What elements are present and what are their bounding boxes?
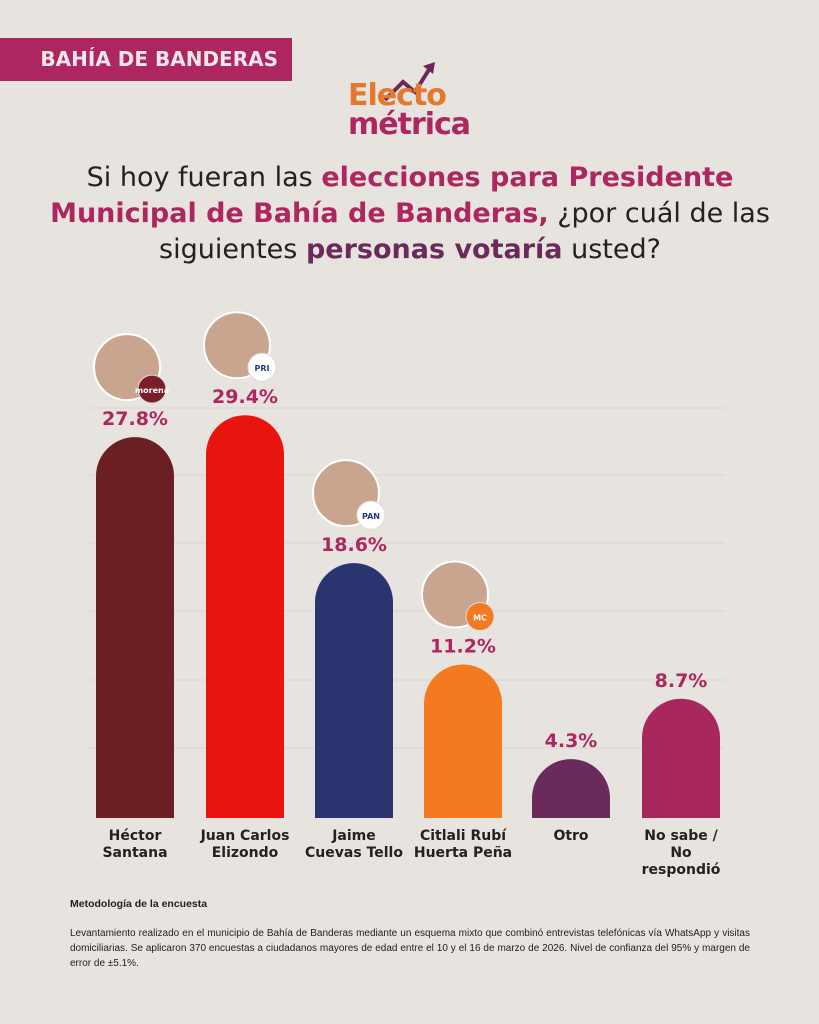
value-label: 8.7% xyxy=(655,670,708,692)
party-logo-icon xyxy=(356,500,386,530)
category-label: Citlali Rubí xyxy=(420,828,507,844)
value-label: 27.8% xyxy=(102,408,168,430)
party-logo-icon xyxy=(137,374,167,404)
question-highlight: elecciones para Presidente Municipal de … xyxy=(50,162,734,229)
bar xyxy=(96,437,174,818)
value-label: 18.6% xyxy=(321,534,387,556)
bar xyxy=(424,664,502,818)
bar xyxy=(315,563,393,818)
category-label: respondió xyxy=(642,862,721,878)
question-part: ¿por cuál de las siguientes xyxy=(159,198,770,265)
party-logo-icon xyxy=(247,352,277,382)
value-label: 11.2% xyxy=(430,636,496,658)
bar xyxy=(532,759,610,818)
value-label: 29.4% xyxy=(212,386,278,408)
category-label: Elizondo xyxy=(212,845,279,861)
category-label: Cuevas Tello xyxy=(305,845,403,861)
methodology-title: Metodología de la encuesta xyxy=(70,898,208,910)
category-label: Huerta Peña xyxy=(414,845,512,861)
question-part: Si hoy fueran las xyxy=(86,162,322,193)
bar xyxy=(206,415,284,818)
value-label: 4.3% xyxy=(545,730,598,752)
party-logo-text: PAN xyxy=(362,512,380,521)
category-label: Héctor xyxy=(109,828,162,844)
category-label: No xyxy=(670,845,692,861)
category-label: Juan Carlos xyxy=(200,828,290,844)
question-part: usted? xyxy=(562,234,661,265)
category-label: Santana xyxy=(102,845,167,861)
party-logo-icon xyxy=(465,602,495,632)
methodology-text: Levantamiento realizado en el municipio … xyxy=(70,928,750,969)
bar xyxy=(642,698,720,818)
party-logo-text: PRI xyxy=(255,364,270,373)
category-label: Jaime xyxy=(331,828,376,844)
region-banner: BAHÍA DE BANDERAS xyxy=(0,38,292,81)
methodology: Metodología de la encuesta Levantamiento… xyxy=(70,898,750,971)
logo-line1: Electo xyxy=(348,78,447,113)
electometrica-logo: Electo métrica xyxy=(345,60,485,145)
party-logo-text: MC xyxy=(473,614,487,623)
category-label: Otro xyxy=(553,828,588,844)
party-logo-text: morena xyxy=(135,386,169,395)
question-text: Si hoy fueran las elecciones para Presid… xyxy=(40,160,780,268)
logo-line2: métrica xyxy=(348,107,471,142)
category-label: No sabe / xyxy=(644,828,718,844)
question-highlight: personas votaría xyxy=(305,234,563,265)
trend-arrow-icon xyxy=(383,62,435,102)
